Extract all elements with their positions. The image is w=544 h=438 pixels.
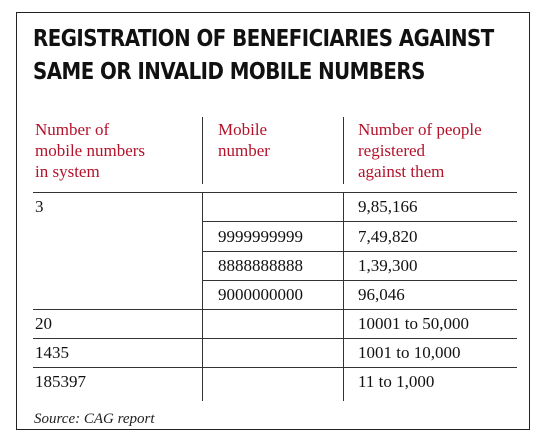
infographic-frame: REGISTRATION OF BENEFICIARIES AGAINST SA… <box>16 12 530 430</box>
cell-people: 1001 to 10,000 <box>358 343 461 362</box>
row-rule <box>203 251 517 252</box>
cell-count: 1435 <box>35 343 69 362</box>
header-mobile-cell: Mobile number <box>218 119 270 161</box>
infographic-title: REGISTRATION OF BENEFICIARIES AGAINST SA… <box>33 23 494 89</box>
header-people-line: Number of people <box>358 120 482 139</box>
header-people-cell: Number of people registered against them <box>358 119 482 182</box>
header-divider-2 <box>343 117 344 184</box>
column-divider-2 <box>343 192 344 401</box>
cell-count: 185397 <box>35 372 86 391</box>
header-mobile-line: number <box>218 141 270 160</box>
column-divider-1 <box>202 192 203 401</box>
data-table: Number of mobile numbers in system Mobil… <box>33 117 517 401</box>
row-rule <box>33 338 517 339</box>
cell-mobile: 8888888888 <box>218 256 303 275</box>
source-note: Source: CAG report <box>34 411 155 427</box>
cell-people: 9,85,166 <box>358 197 418 216</box>
title-line-1: REGISTRATION OF BENEFICIARIES AGAINST <box>33 26 494 52</box>
header-count-line: Number of <box>35 120 110 139</box>
header-mobile-line: Mobile <box>218 120 268 139</box>
header-divider-1 <box>202 117 203 184</box>
header-people-line: registered <box>358 141 426 160</box>
cell-count: 3 <box>35 197 44 216</box>
row-rule <box>203 221 517 222</box>
row-rule <box>203 280 517 281</box>
header-count-line: mobile numbers <box>35 141 146 160</box>
cell-count: 20 <box>35 314 52 333</box>
header-people-line: against them <box>358 162 445 181</box>
cell-people: 10001 to 50,000 <box>358 314 469 333</box>
header-count-line: in system <box>35 162 100 181</box>
title-line-2: SAME OR INVALID MOBILE NUMBERS <box>33 59 425 85</box>
row-rule <box>33 367 517 368</box>
cell-people: 7,49,820 <box>358 227 418 246</box>
header-rule <box>33 192 517 193</box>
header-count-cell: Number of mobile numbers in system <box>35 119 145 182</box>
cell-people: 96,046 <box>358 285 405 304</box>
cell-mobile: 9000000000 <box>218 285 303 304</box>
row-rule <box>33 309 517 310</box>
cell-mobile: 9999999999 <box>218 227 303 246</box>
cell-people: 11 to 1,000 <box>358 372 435 391</box>
cell-people: 1,39,300 <box>358 256 418 275</box>
